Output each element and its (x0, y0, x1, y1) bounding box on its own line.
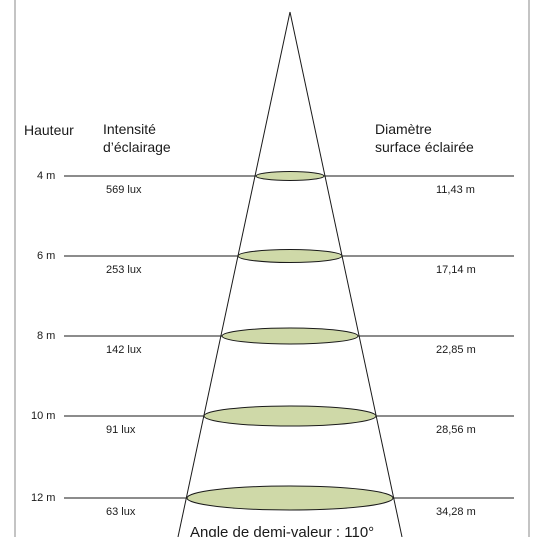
diameter-value: 34,28 m (436, 506, 476, 518)
lux-value: 63 lux (106, 506, 136, 518)
height-label: 6 m (37, 250, 56, 262)
height-label: 10 m (31, 410, 56, 422)
header-diametre-line1: Diamètre (375, 121, 432, 137)
diameter-value: 22,85 m (436, 344, 476, 356)
height-label: 8 m (37, 330, 56, 342)
diameter-value: 17,14 m (436, 264, 476, 276)
illuminated-area-10m (203, 405, 377, 427)
illuminated-area-8m (221, 327, 359, 345)
illuminated-area-6m (237, 249, 343, 263)
diameter-value: 11,43 m (436, 184, 475, 196)
cone-edge-left (177, 11, 291, 537)
height-label: 12 m (31, 492, 56, 504)
header-intensite-line2: d’éclairage (103, 139, 171, 155)
illuminated-area-12m (186, 485, 394, 511)
lux-value: 142 lux (106, 344, 142, 356)
half-value-angle-caption: Angle de demi-valeur : 110° (190, 524, 375, 537)
header-intensite-line1: Intensité (103, 121, 156, 137)
header-hauteur: Hauteur (24, 122, 74, 138)
lux-value: 569 lux (106, 184, 142, 196)
header-diametre-line2: surface éclairée (375, 139, 474, 155)
height-label: 4 m (37, 170, 56, 182)
diameter-value: 28,56 m (436, 424, 476, 436)
illuminated-area-4m (255, 171, 325, 181)
lux-value: 253 lux (106, 264, 142, 276)
lux-value: 91 lux (106, 424, 136, 436)
cone-edge-right (289, 11, 403, 537)
